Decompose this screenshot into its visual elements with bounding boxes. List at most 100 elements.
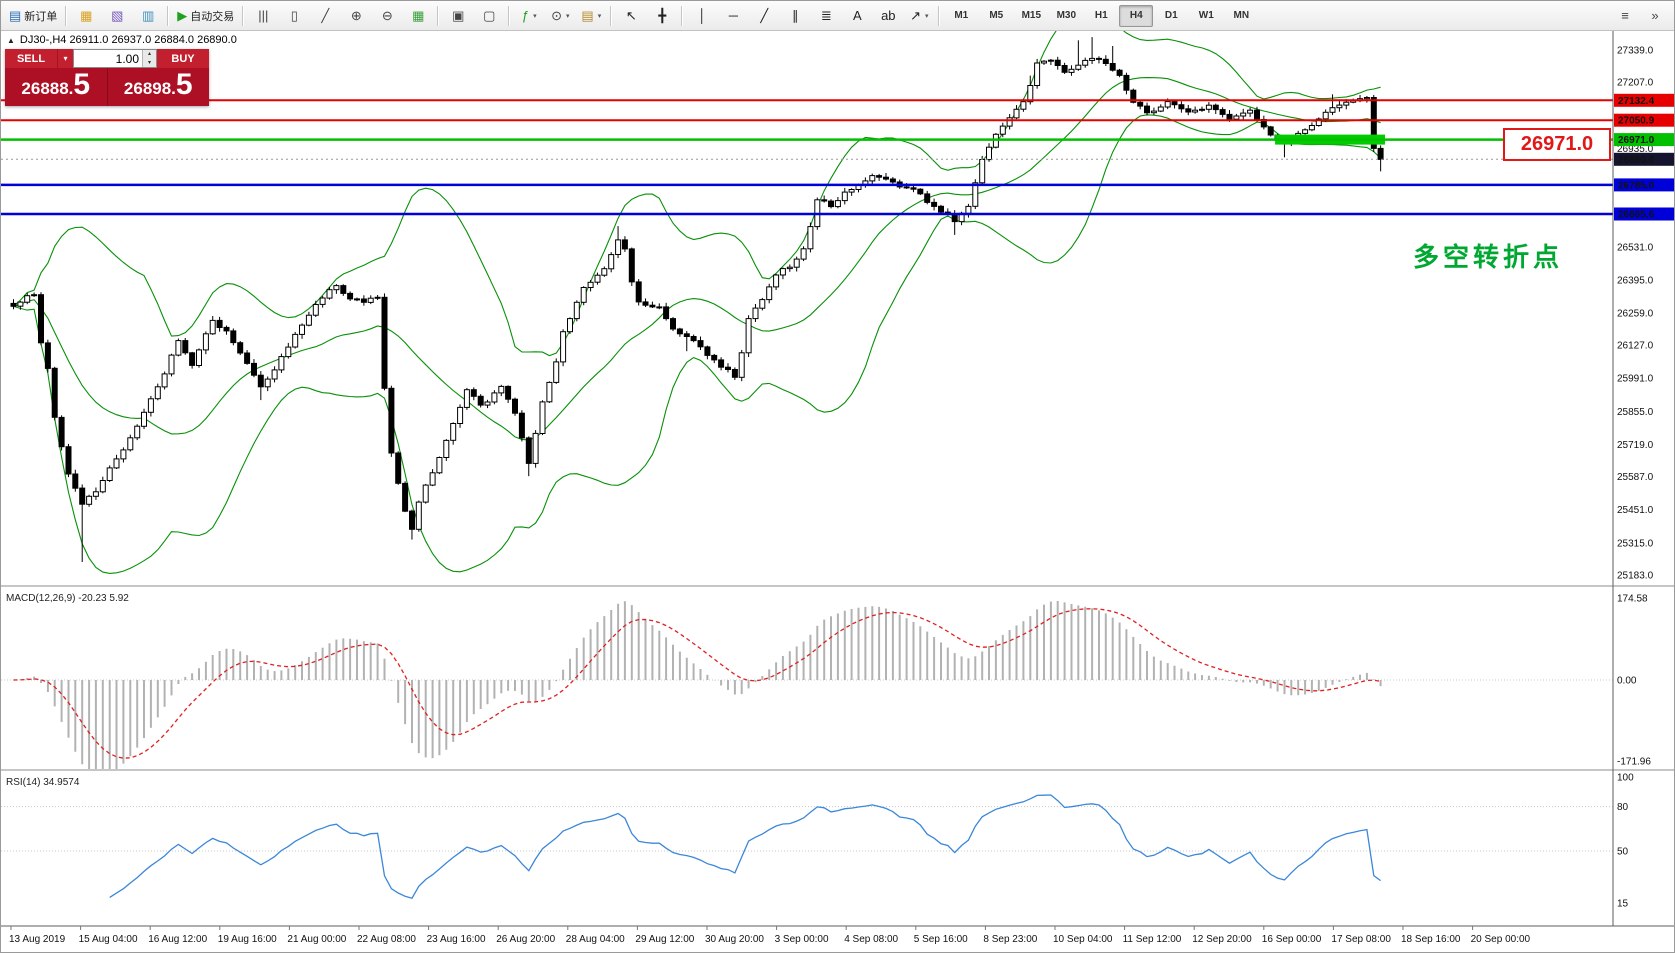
time-axis[interactable]: 13 Aug 2019 15 Aug 04:00 16 Aug 12:00 19 Au… — [9, 926, 1531, 945]
timeframe-button-w1[interactable]: W1 — [1198, 10, 1214, 21]
autotrading-play-icon: ▶ — [177, 8, 188, 23]
cursor-button[interactable]: ↖ — [616, 4, 646, 28]
new-chart-button[interactable]: ▦ — [71, 4, 101, 28]
price-callout-box[interactable]: 26971.0 — [1503, 128, 1611, 161]
svg-text:4 Sep 08:00: 4 Sep 08:00 — [844, 934, 898, 945]
timeframe-button-d1[interactable]: D1 — [1164, 10, 1178, 21]
text-label-icon: ab — [881, 8, 896, 23]
main-chart-panel[interactable] — [1, 8, 1613, 574]
templates-button[interactable]: ▤ ▾ — [576, 4, 606, 28]
rsi-axis[interactable]: 100 80 50 15 — [1617, 773, 1634, 910]
timeframe-button-h1[interactable]: H1 — [1094, 10, 1108, 21]
svg-text:26395.0: 26395.0 — [1617, 275, 1654, 286]
timeframe-button-m1[interactable]: M1 — [954, 10, 969, 21]
chevron-down-icon[interactable]: ▾ — [597, 12, 602, 20]
bid-price-fraction: 5 — [73, 68, 91, 101]
new-order-button[interactable]: ▤ 新订单 — [5, 4, 61, 28]
svg-text:15 Aug 04:00: 15 Aug 04:00 — [79, 934, 138, 945]
timeframe-button-mn[interactable]: MN — [1233, 10, 1250, 21]
timeframe-button-m30[interactable]: M30 — [1056, 10, 1077, 21]
timeframe-button-m5[interactable]: M5 — [989, 10, 1004, 21]
candlestick-button[interactable]: ▯ — [279, 4, 309, 28]
overflow-chevron-icon: » — [1651, 8, 1659, 23]
lot-down-icon[interactable]: ▾ — [143, 58, 156, 67]
trendline-icon: ╱ — [760, 8, 769, 23]
profiles-button[interactable]: ▧ — [102, 4, 132, 28]
sell-price-button[interactable]: 26888. 5 — [5, 68, 108, 106]
svg-text:21 Aug 00:00: 21 Aug 00:00 — [287, 934, 346, 945]
horizontal-line-button[interactable]: ─ — [718, 4, 748, 28]
profiles-icon: ▧ — [111, 8, 124, 23]
lot-size-value[interactable]: 1.00 — [115, 52, 139, 66]
svg-text:26665.6: 26665.6 — [1618, 210, 1655, 221]
svg-text:30 Aug 20:00: 30 Aug 20:00 — [705, 934, 764, 945]
grid-button[interactable]: ▦ — [403, 4, 433, 28]
macd-axis[interactable]: 174.58 0.00 -171.96 — [1617, 594, 1651, 768]
candlestick-series — [10, 37, 1384, 562]
svg-text:29 Aug 12:00: 29 Aug 12:00 — [635, 934, 694, 945]
zoom-in-button[interactable]: ⊕ — [341, 4, 371, 28]
toolbar-right-group: ≡» — [1610, 4, 1670, 28]
data-window-button[interactable]: ▥ — [133, 4, 163, 28]
channel-button[interactable]: ∥ — [780, 4, 810, 28]
toolbar-separator — [242, 5, 245, 26]
quick-search-button[interactable]: ≡ — [1610, 4, 1640, 28]
zoom-in-icon: ⊕ — [350, 8, 362, 23]
arrows-button[interactable]: ↗ ▾ — [904, 4, 934, 28]
line-chart-button[interactable]: ╱ — [310, 4, 340, 28]
one-click-collapse-icon[interactable]: ▲ — [7, 35, 15, 45]
horizontal-level-lines[interactable] — [1, 99, 1613, 216]
lot-up-icon[interactable]: ▴ — [143, 50, 156, 59]
periods-button[interactable]: ⊙ ▾ — [545, 4, 575, 28]
svg-text:25183.0: 25183.0 — [1617, 571, 1654, 582]
chevron-down-icon[interactable]: ▾ — [533, 12, 537, 20]
lot-presets-dropdown[interactable]: ▾ — [57, 49, 73, 68]
svg-text:27132.4: 27132.4 — [1618, 96, 1655, 107]
price-tag: 26971.0 — [1614, 133, 1674, 147]
trendline-button[interactable]: ╱ — [749, 4, 779, 28]
price-tag: 27132.4 — [1614, 93, 1674, 107]
macd-indicator-header: MACD(12,26,9) -20.23 5.92 — [6, 593, 129, 604]
toolbar-separator — [508, 5, 511, 26]
cascade-windows-button[interactable]: ▢ — [474, 4, 504, 28]
timeframe-button-h4[interactable]: H4 — [1119, 4, 1154, 27]
bar-chart-icon: ||| — [258, 8, 269, 23]
indicators-button[interactable]: ƒ ▾ — [514, 4, 544, 28]
svg-text:25991.0: 25991.0 — [1617, 374, 1654, 385]
text-label-button[interactable]: ab — [873, 4, 903, 28]
crosshair-icon: ╋ — [658, 8, 667, 23]
fibonacci-button[interactable]: ≣ — [811, 4, 841, 28]
tile-windows-button[interactable]: ▣ — [443, 4, 473, 28]
toolbar-overflow-button[interactable]: » — [1640, 4, 1670, 28]
price-tag: 27050.9 — [1614, 113, 1674, 127]
chevron-down-icon[interactable]: ▾ — [924, 12, 929, 20]
bar-chart-button[interactable]: ||| — [248, 4, 278, 28]
toolbar-separator — [167, 5, 170, 26]
horizontal-line-icon: ─ — [728, 8, 738, 23]
vertical-line-button[interactable]: │ — [687, 4, 717, 28]
autotrading-button[interactable]: ▶ 自动交易 — [173, 4, 238, 28]
toolbar-separator — [610, 5, 613, 26]
lot-stepper[interactable]: ▴ ▾ — [142, 50, 156, 67]
toolbar-separator — [65, 5, 68, 26]
chevron-down-icon[interactable]: ▾ — [565, 12, 570, 20]
sell-button[interactable]: SELL — [5, 49, 57, 68]
zoom-out-icon: ⊖ — [381, 8, 393, 23]
text-icon: A — [852, 8, 862, 23]
timeframe-button-m15[interactable]: M15 — [1021, 10, 1042, 21]
rsi-indicator — [1, 794, 1613, 899]
ask-price: 26898. — [123, 79, 176, 98]
svg-text:17 Sep 08:00: 17 Sep 08:00 — [1331, 934, 1391, 945]
crosshair-button[interactable]: ╋ — [647, 4, 677, 28]
zoom-out-button[interactable]: ⊖ — [372, 4, 402, 28]
text-button[interactable]: A — [842, 4, 872, 28]
new-order-button-label: 新订单 — [24, 10, 58, 23]
price-axis[interactable]: 27339.0 27207.0 26935.0 26531.0 26395.0 26259… — [1614, 46, 1675, 582]
buy-button[interactable]: BUY — [157, 49, 209, 68]
tile-windows-icon: ▣ — [452, 8, 465, 23]
buy-price-button[interactable]: 26898. 5 — [107, 68, 209, 106]
lot-size-input[interactable]: 1.00 ▴ ▾ — [73, 49, 157, 68]
panel-separators[interactable] — [1, 30, 1675, 927]
